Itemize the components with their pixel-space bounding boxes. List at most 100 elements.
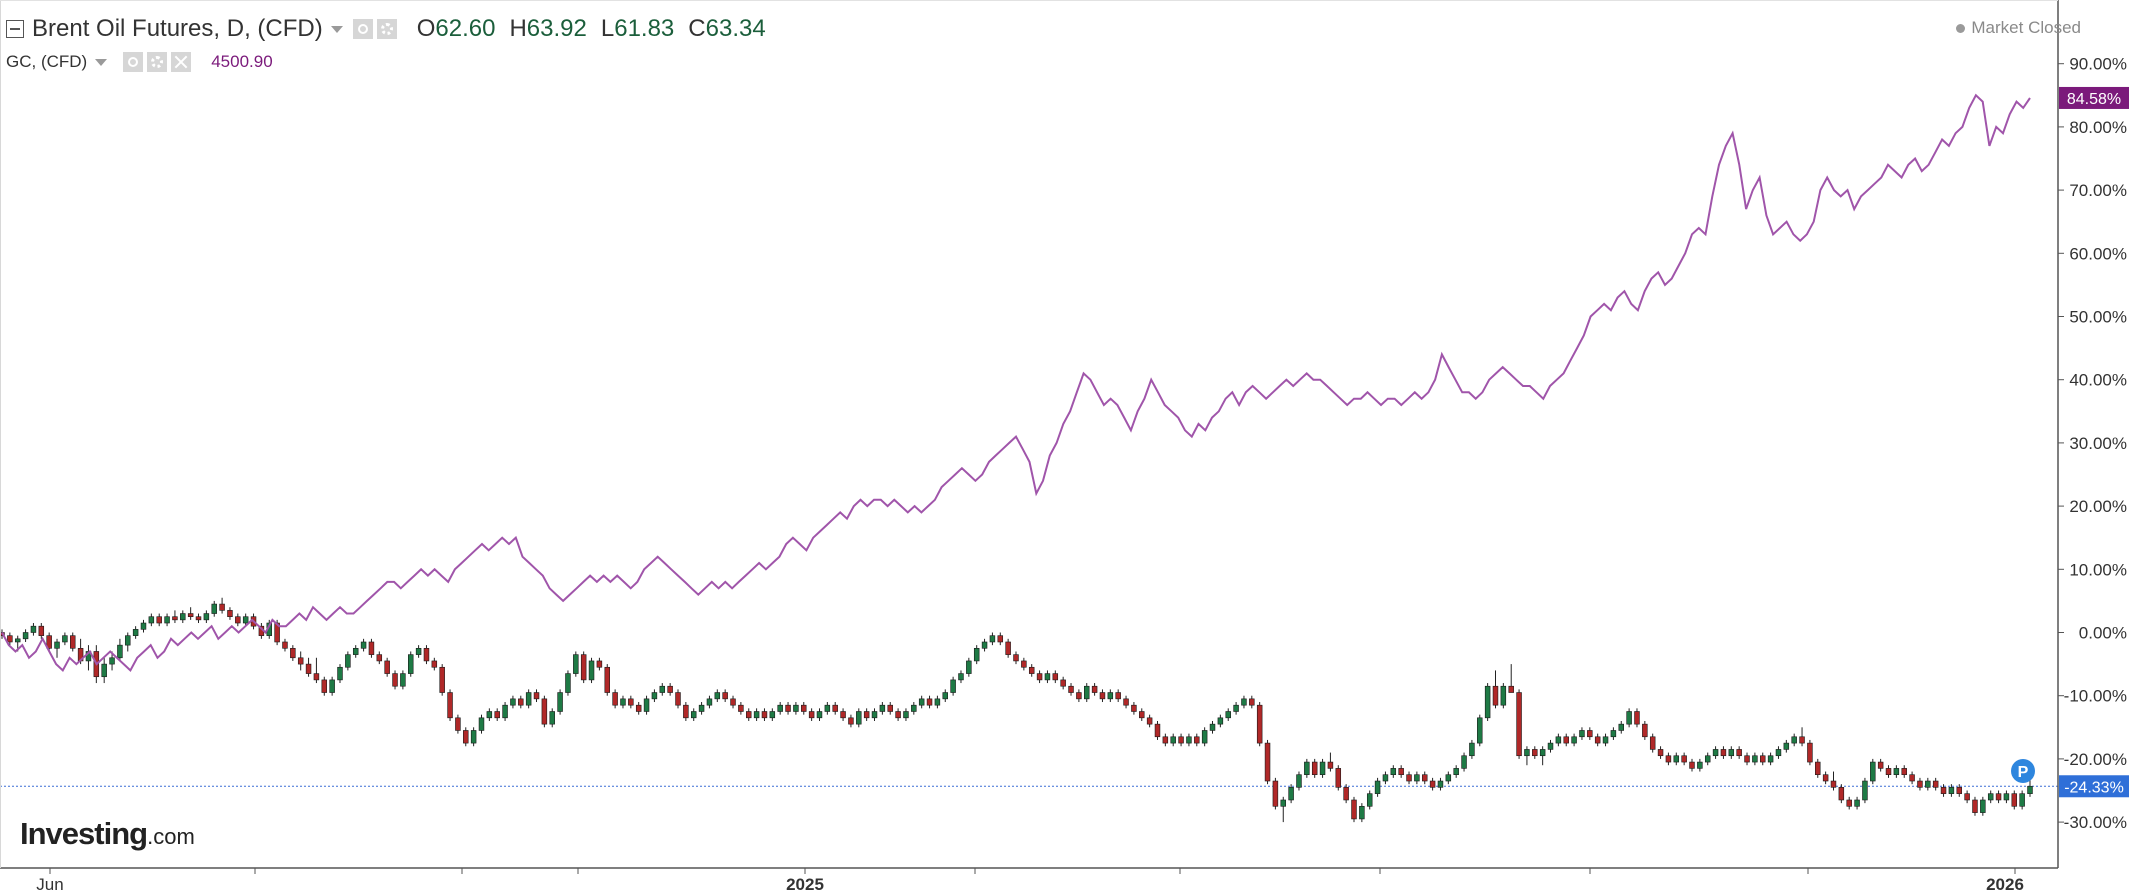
candle[interactable] [384, 657, 390, 677]
candle[interactable] [604, 664, 610, 696]
candle[interactable] [1767, 752, 1774, 766]
candle[interactable] [1972, 796, 1978, 816]
candle[interactable] [1681, 752, 1687, 766]
candle[interactable] [533, 689, 540, 703]
candle[interactable] [525, 689, 532, 709]
candle[interactable] [1123, 695, 1129, 709]
candle[interactable] [447, 689, 453, 721]
candle[interactable] [1901, 765, 1907, 778]
candle[interactable] [1815, 758, 1821, 778]
candle[interactable] [1194, 733, 1200, 747]
candle[interactable] [1822, 771, 1829, 785]
candle[interactable] [1146, 714, 1153, 728]
candle[interactable] [1877, 758, 1884, 772]
candle[interactable] [1272, 777, 1279, 810]
candle[interactable] [313, 657, 320, 684]
candle[interactable] [1256, 702, 1263, 747]
candle[interactable] [1775, 746, 1782, 759]
collapse-legend-icon[interactable] [6, 20, 24, 38]
candle[interactable] [455, 714, 461, 734]
candle[interactable] [172, 610, 178, 624]
candle[interactable] [227, 607, 233, 620]
candle[interactable] [801, 702, 807, 715]
candle[interactable] [1296, 771, 1302, 791]
candle[interactable] [958, 670, 964, 684]
candle[interactable] [1091, 683, 1098, 696]
candle[interactable] [1461, 752, 1467, 772]
candle[interactable] [1940, 784, 1947, 797]
candle[interactable] [541, 695, 548, 728]
candle[interactable] [989, 632, 996, 646]
p-marker-icon[interactable]: P [2011, 759, 2035, 783]
candle[interactable] [7, 632, 13, 646]
candle[interactable] [1870, 758, 1876, 785]
candle[interactable] [1327, 752, 1334, 772]
candle[interactable] [667, 683, 673, 696]
candle[interactable] [431, 657, 438, 671]
candle[interactable] [1115, 689, 1121, 703]
candle[interactable] [1807, 739, 1813, 766]
candle[interactable] [612, 689, 618, 709]
candle[interactable] [1201, 727, 1208, 747]
candle[interactable] [903, 708, 909, 721]
candle[interactable] [1909, 771, 1915, 785]
candle[interactable] [345, 651, 351, 671]
candle[interactable] [242, 613, 249, 627]
candle[interactable] [1429, 777, 1436, 791]
candle[interactable] [368, 638, 375, 658]
candle[interactable] [2011, 790, 2018, 810]
candle[interactable] [195, 613, 202, 624]
candle[interactable] [109, 651, 115, 671]
candle[interactable] [486, 708, 493, 721]
candle[interactable] [305, 657, 312, 677]
candle[interactable] [1948, 784, 1955, 797]
candle[interactable] [1099, 689, 1106, 703]
compare-symbol-title[interactable]: GC, (CFD) [6, 52, 88, 71]
candle[interactable] [1571, 733, 1577, 747]
candle[interactable] [1760, 752, 1766, 766]
candle[interactable] [1217, 714, 1224, 728]
candle[interactable] [1594, 733, 1601, 747]
candle[interactable] [769, 708, 776, 721]
candle[interactable] [1484, 683, 1491, 721]
candle[interactable] [2027, 777, 2033, 797]
candle[interactable] [164, 613, 170, 627]
candle[interactable] [549, 708, 555, 728]
candle[interactable] [871, 708, 878, 721]
candle[interactable] [329, 676, 335, 696]
candle[interactable] [777, 702, 783, 715]
candle[interactable] [1626, 708, 1632, 728]
candle[interactable] [1736, 746, 1742, 759]
candle[interactable] [1539, 746, 1546, 766]
candle[interactable] [1335, 765, 1342, 791]
candle[interactable] [714, 689, 721, 703]
candle[interactable] [1995, 790, 2002, 804]
candle[interactable] [1005, 638, 1011, 658]
candle[interactable] [573, 651, 579, 677]
candle[interactable] [848, 714, 854, 728]
candle[interactable] [808, 708, 815, 721]
candle[interactable] [1249, 695, 1255, 709]
candle[interactable] [635, 702, 642, 715]
candle[interactable] [148, 613, 155, 627]
candle[interactable] [1280, 796, 1286, 823]
candle[interactable] [863, 708, 870, 721]
candle[interactable] [895, 708, 901, 721]
candle[interactable] [22, 629, 29, 642]
visibility-eye-icon[interactable] [352, 19, 373, 39]
candle[interactable] [1209, 720, 1216, 734]
candle[interactable] [997, 632, 1004, 646]
candle[interactable] [1642, 720, 1648, 740]
candle[interactable] [1028, 664, 1035, 677]
candle[interactable] [1139, 708, 1145, 721]
candle[interactable] [1712, 746, 1719, 759]
candle[interactable] [1304, 758, 1310, 778]
candle[interactable] [1013, 651, 1019, 665]
candle[interactable] [698, 702, 705, 715]
candle[interactable] [832, 702, 838, 715]
candle[interactable] [337, 664, 343, 684]
candle[interactable] [918, 695, 925, 709]
candle[interactable] [1366, 790, 1373, 810]
candle[interactable] [125, 632, 131, 652]
candle[interactable] [321, 676, 328, 696]
